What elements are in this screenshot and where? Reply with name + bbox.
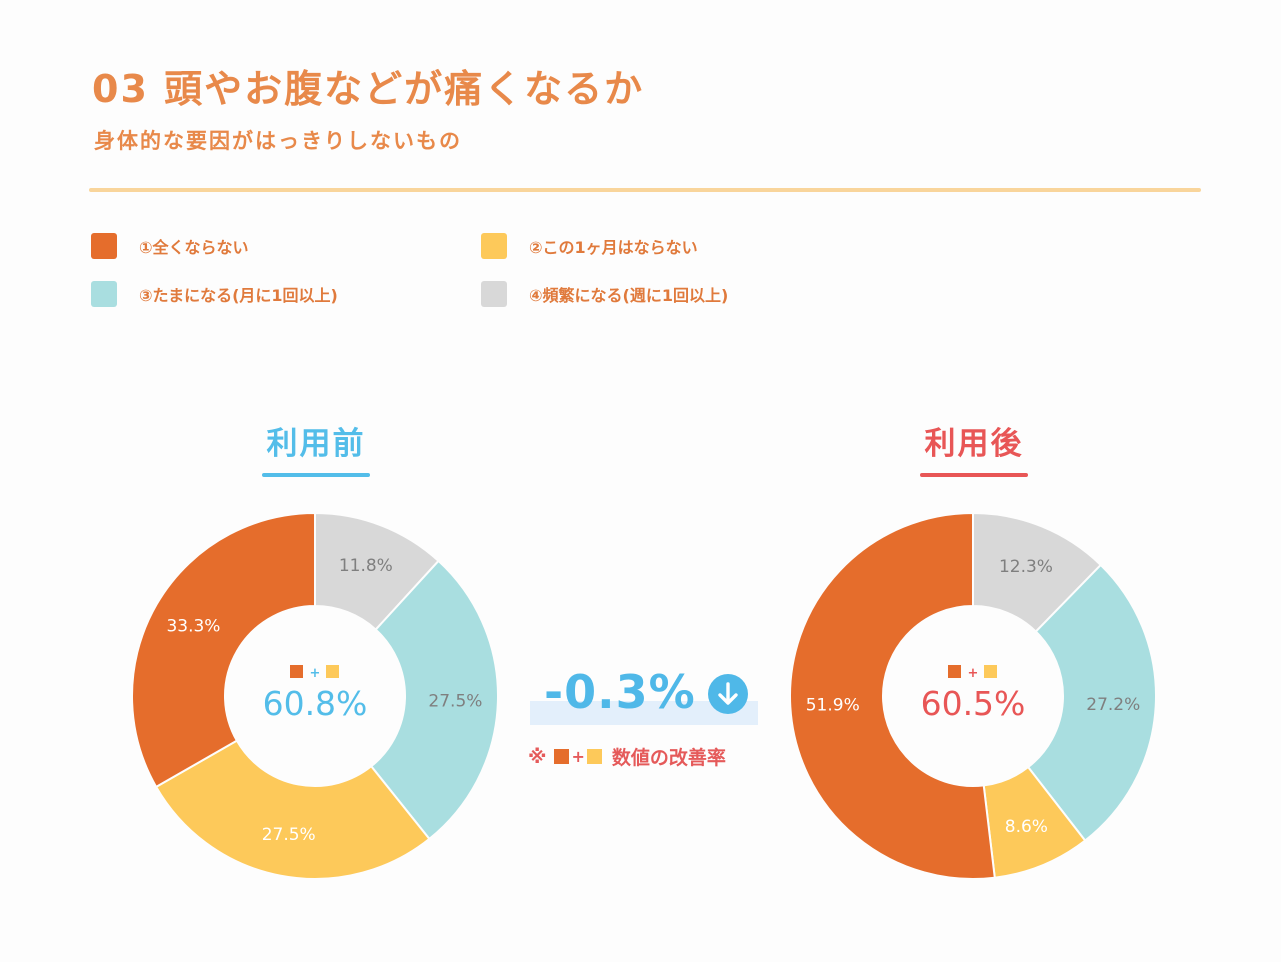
chart-title-before-underline [262, 473, 370, 477]
center-value-before: 60.8% [263, 684, 368, 723]
legend-label-none: ①全くならない [139, 238, 249, 257]
improvement-note: ※ + 数値の改善率 [528, 743, 726, 770]
slice-label-after-1: 8.6% [1005, 817, 1048, 837]
legend-item-none: ①全くならない [91, 233, 249, 259]
donut-slice-before-1 [154, 739, 431, 880]
donut-chart-before: 11.8% 27.5% 27.5% 33.3% +60.8% [131, 511, 499, 880]
legend-swatch-often [481, 281, 507, 307]
legend-label-not-this-month: ②この1ヶ月はならない [529, 238, 698, 257]
donut-slice-before-0 [131, 511, 316, 789]
legend-item-often: ④頻繁になる(週に1回以上) [481, 281, 728, 307]
page-subtitle: 身体的な要因がはっきりしないもの [94, 129, 462, 153]
slice-label-after-0: 51.9% [806, 695, 860, 715]
legend-item-sometimes: ③たまになる(月に1回以上) [91, 281, 338, 307]
chart-title-after-underline [920, 473, 1028, 477]
legend-swatch-not-this-month [481, 233, 507, 259]
donut-slice-before-2 [369, 559, 499, 841]
chart-title-before-text: 利用前 [266, 426, 366, 462]
donut-chart-after: 12.3% 27.2% 8.6% 51.9% +60.5% [789, 511, 1157, 880]
note-swatch-none [554, 749, 570, 764]
note-text: 数値の改善率 [611, 747, 726, 769]
chart-title-after-text: 利用後 [924, 426, 1024, 462]
center-swatch-not-this-month-after [984, 665, 997, 678]
page-title: 03 頭やお腹などが痛くなるか [92, 67, 645, 111]
improvement-rate: -0.3% [530, 665, 758, 727]
note-mark: ※ [528, 745, 547, 768]
slice-label-before-2: 27.5% [428, 692, 482, 712]
note-plus: + [571, 747, 585, 766]
slice-label-before-0: 33.3% [166, 616, 220, 636]
legend-label-sometimes: ③たまになる(月に1回以上) [139, 286, 338, 305]
slice-label-after-3: 12.3% [999, 557, 1053, 577]
center-swatch-not-this-month-before [326, 665, 339, 678]
title-divider [89, 188, 1201, 192]
chart-title-before: 利用前 [262, 418, 370, 477]
note-swatch-not-this-month [586, 749, 602, 764]
legend-item-not-this-month: ②この1ヶ月はならない [481, 233, 698, 259]
donut-slice-after-0 [789, 511, 996, 880]
center-swatch-none-after [948, 665, 961, 678]
center-plus-after: + [968, 666, 979, 681]
legend-swatch-sometimes [91, 281, 117, 307]
slice-label-after-2: 27.2% [1086, 695, 1140, 715]
center-value-after: 60.5% [921, 684, 1026, 723]
chart-title-after: 利用後 [920, 418, 1028, 477]
legend-swatch-none [91, 233, 117, 259]
legend-label-often: ④頻繁になる(週に1回以上) [529, 286, 729, 305]
center-plus-before: + [310, 666, 321, 681]
improvement-value: -0.3% [544, 665, 696, 719]
slice-label-before-1: 27.5% [262, 825, 316, 845]
arrow-down-circle-icon [708, 674, 748, 714]
center-swatch-none-before [290, 665, 303, 678]
donut-slice-after-2 [1026, 563, 1157, 843]
slice-label-before-3: 11.8% [339, 556, 393, 576]
